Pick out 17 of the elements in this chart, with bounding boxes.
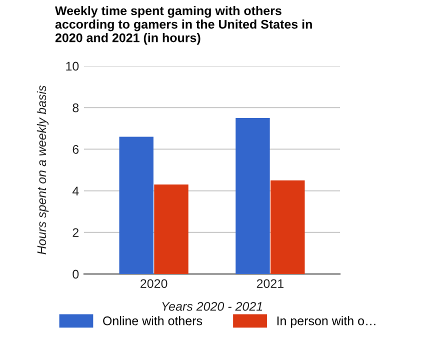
legend-label: In person with o…	[277, 316, 376, 328]
chart-title: Weekly time spent gaming with others according to gamers in the United States in 2020 and 2021 (in hours)	[55, 6, 312, 45]
bar	[119, 136, 154, 274]
y-tick-label: 8	[72, 103, 79, 112]
legend-label: Online with others	[103, 316, 202, 326]
bar	[236, 118, 270, 274]
y-tick-label: 2	[72, 228, 79, 237]
x-axis-title: Years 2020 - 2021	[162, 302, 262, 311]
bar	[270, 180, 305, 274]
y-tick-label: 4	[72, 186, 79, 196]
y-tick-label: 6	[72, 145, 79, 154]
y-tick-label: 0	[72, 270, 79, 279]
y-axis-title: Hours spent on a weekly basis	[36, 85, 49, 254]
x-tick-label: 2020	[140, 279, 168, 288]
y-tick-label: 10	[66, 62, 79, 71]
x-tick-label: 2021	[256, 279, 284, 288]
bar	[154, 184, 188, 274]
